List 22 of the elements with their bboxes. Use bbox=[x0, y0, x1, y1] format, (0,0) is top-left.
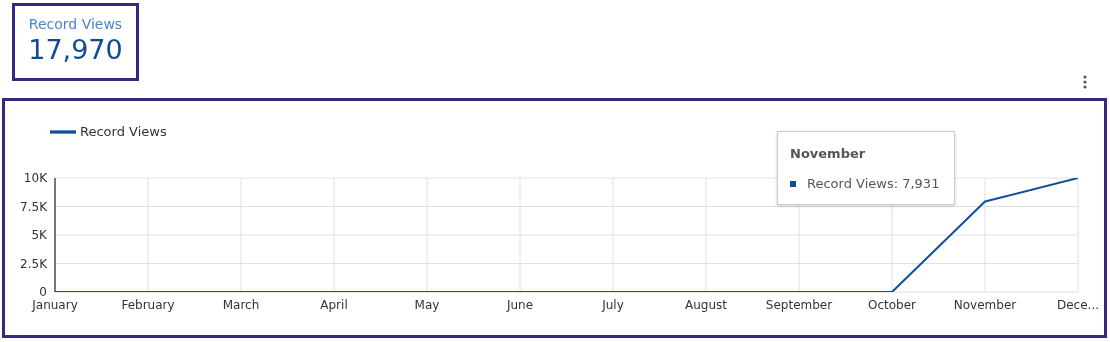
y-tick-label: 7.5K bbox=[20, 199, 49, 214]
y-tick-label: 2.5K bbox=[20, 256, 49, 271]
x-tick-label: June bbox=[505, 297, 534, 312]
x-tick-label: Dece... bbox=[1056, 297, 1100, 312]
x-tick-label: October bbox=[867, 297, 917, 312]
x-tick-label: May bbox=[414, 297, 440, 312]
text: Record Views bbox=[27, 16, 124, 32]
legend-label: Record Views bbox=[80, 123, 167, 139]
text: November bbox=[790, 146, 866, 161]
y-tick-label: 0 bbox=[39, 285, 47, 300]
annotation: Record Views: 7,931 bbox=[807, 176, 940, 191]
y-tick-label: 5K bbox=[31, 228, 49, 243]
x-tick-label: January bbox=[31, 297, 78, 312]
x-tick-label: March bbox=[222, 297, 260, 312]
x-tick-label: February bbox=[121, 297, 175, 312]
x-tick-label: September bbox=[765, 297, 833, 312]
x-tick-label: November bbox=[953, 297, 1017, 312]
x-tick-label: April bbox=[320, 297, 348, 312]
x-tick-label: July bbox=[601, 297, 624, 312]
text: 17,970 bbox=[27, 34, 124, 65]
y-tick-label: 10K bbox=[23, 171, 49, 186]
x-tick-label: August bbox=[685, 297, 728, 312]
